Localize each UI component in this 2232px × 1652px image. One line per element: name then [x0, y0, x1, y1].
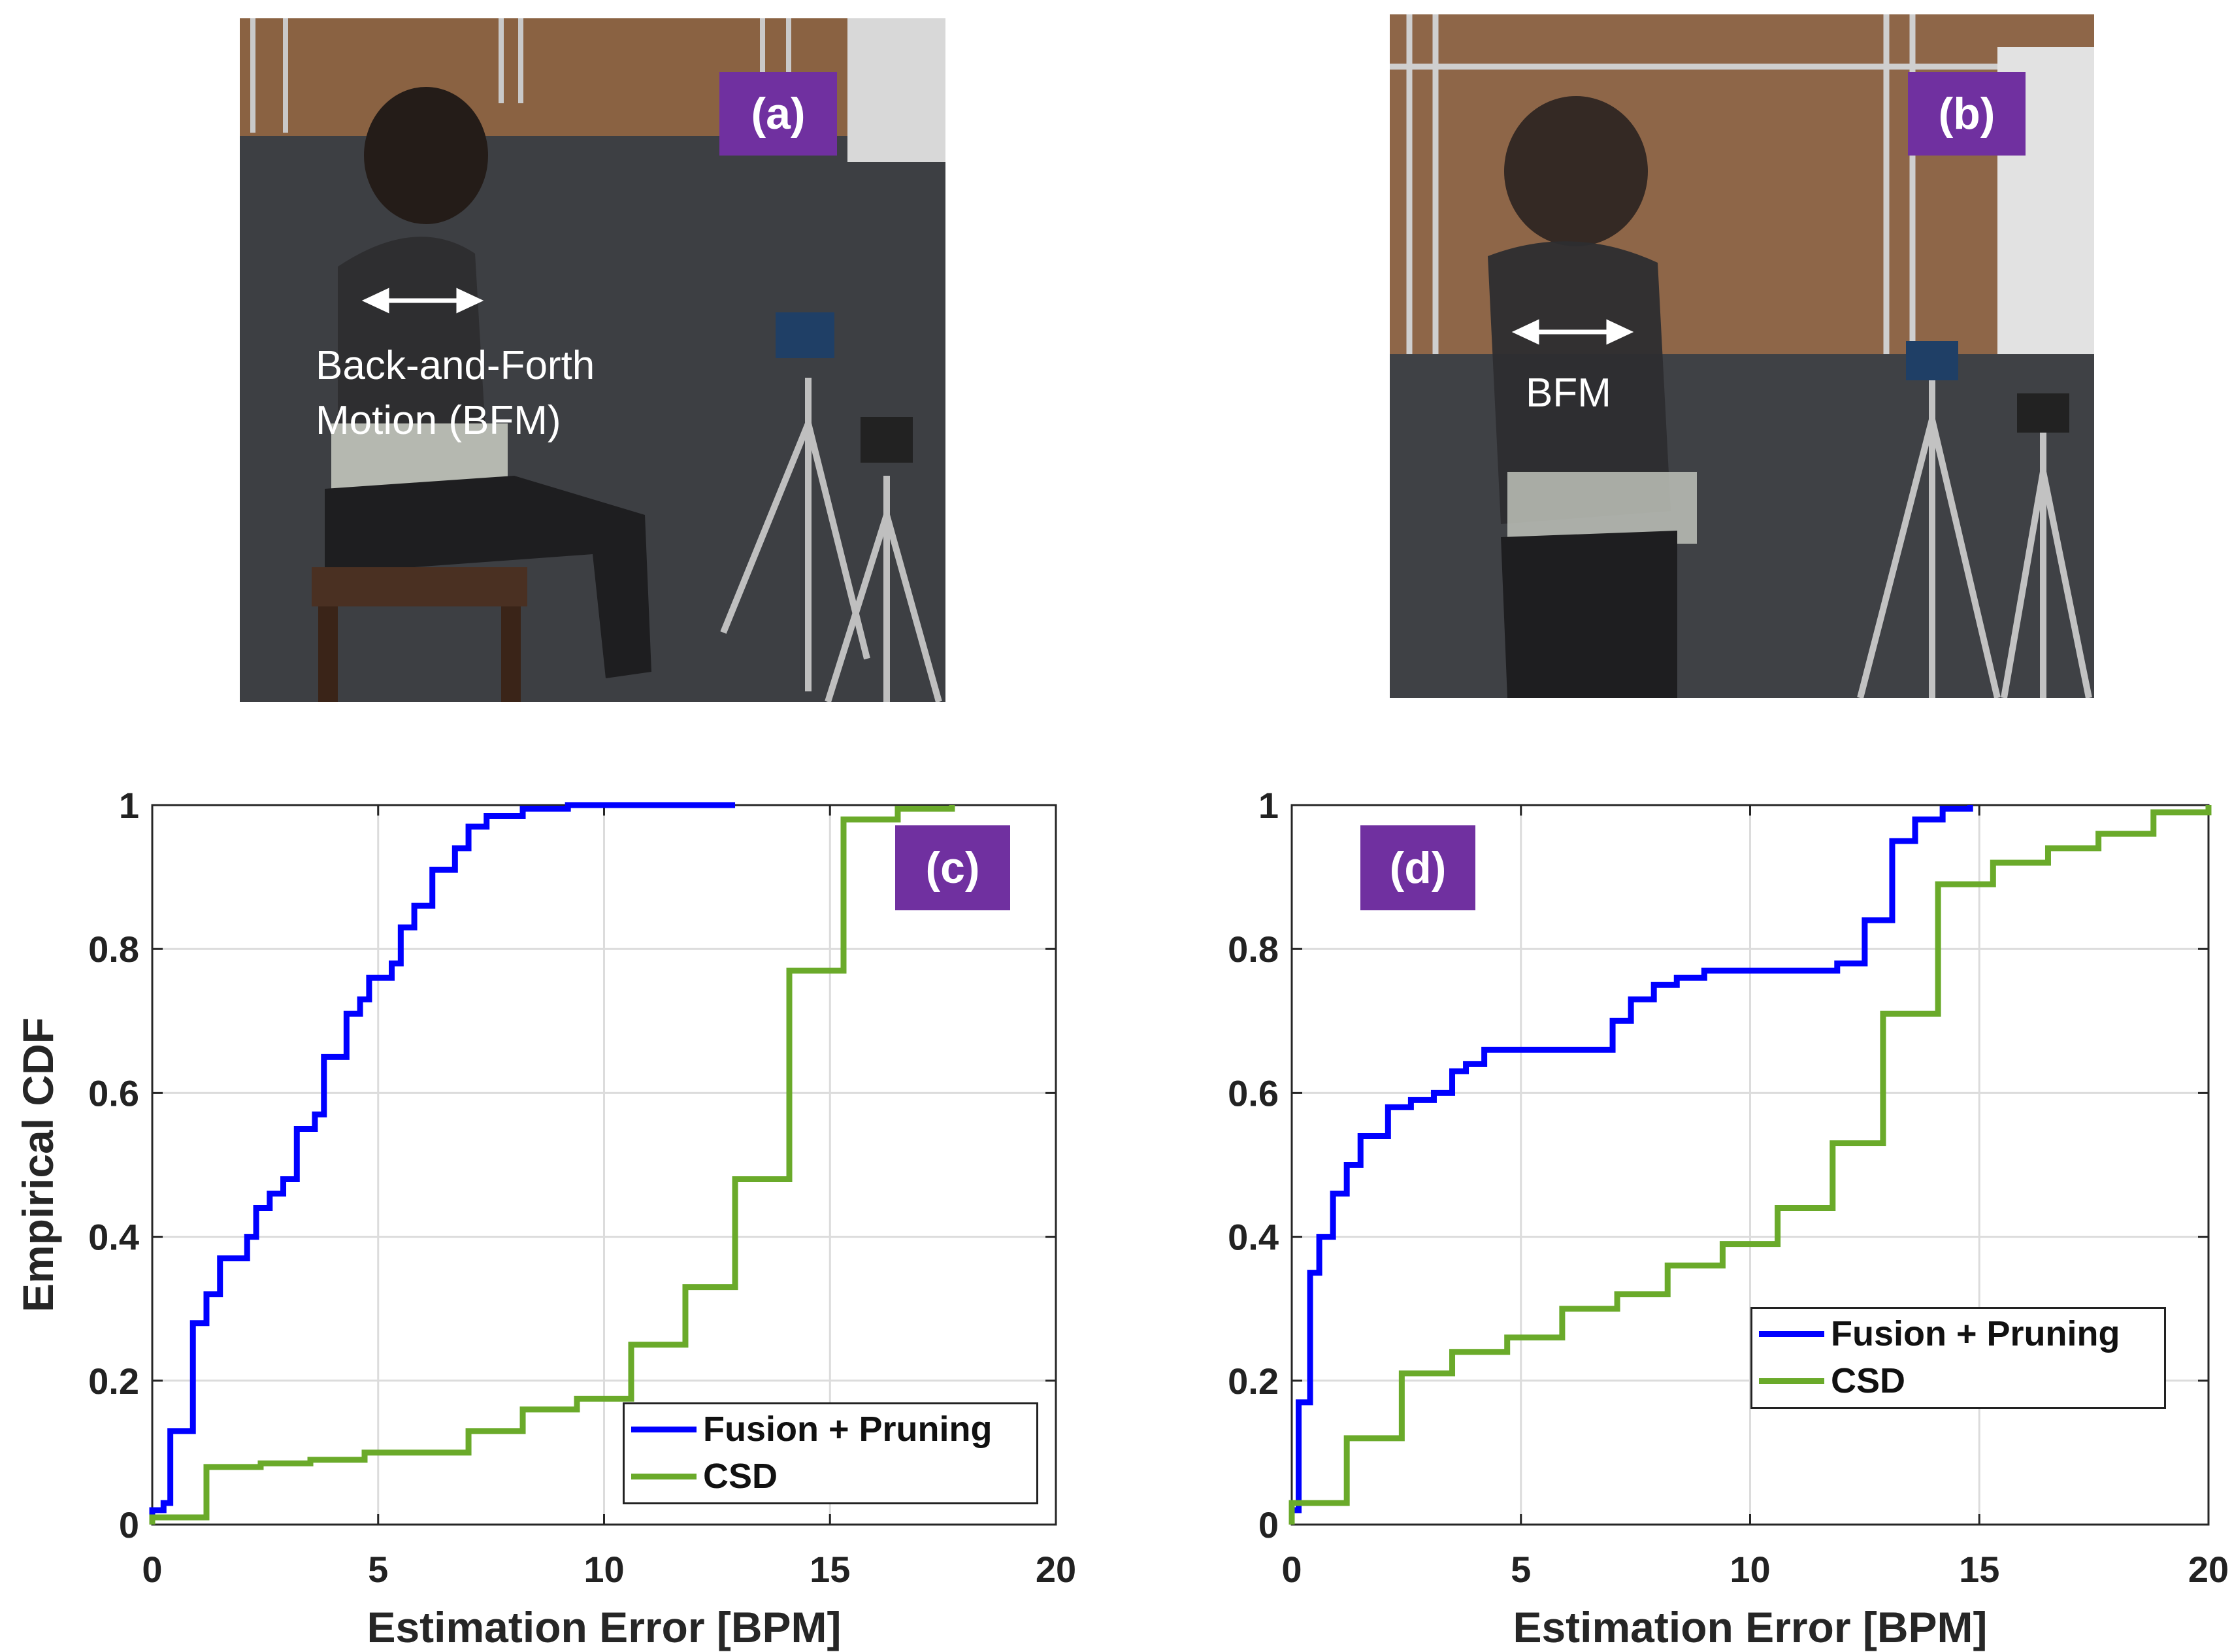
- x-tick-label: 0: [1281, 1549, 1302, 1590]
- legend-swatch-fusion: [1759, 1330, 1824, 1337]
- y-tick-label: 0.6: [88, 1072, 139, 1114]
- panel-badge-c: (c): [895, 825, 1010, 910]
- x-tick-label: 0: [142, 1549, 162, 1590]
- chart-c: 0 5 10 15 20 0 0.2 0.4 0.6 0.8 1 Estimation Error […: [14, 785, 1076, 1651]
- x-tick-label: 5: [368, 1549, 388, 1590]
- legend-label-fusion: Fusion + Pruning: [1831, 1314, 2120, 1353]
- x-tick-label: 20: [2188, 1549, 2229, 1590]
- y-tick-label: 0: [1258, 1504, 1279, 1545]
- y-tick-label: 0.8: [1228, 929, 1279, 970]
- x-tick-label: 10: [583, 1549, 624, 1590]
- y-tick-label: 1: [119, 785, 139, 826]
- series-line-csd: [1288, 805, 2212, 1525]
- photo-a-annotation: Back-and-Forth Motion (BFM): [316, 339, 595, 448]
- legend-label-csd: CSD: [1831, 1361, 1906, 1400]
- photo-standing-subject: [1390, 14, 2094, 698]
- y-tick-label: 0.4: [88, 1217, 139, 1258]
- panel-badge-d: (d): [1360, 825, 1475, 910]
- x-tick-label: 15: [1959, 1549, 1999, 1590]
- series-line-fusion-pruning: [149, 802, 736, 1525]
- legend-swatch-csd: [1759, 1378, 1824, 1384]
- series-line-fusion-pruning: [1288, 805, 1973, 1525]
- legend-c: Fusion + Pruning CSD: [623, 1402, 1038, 1504]
- legend-entry-csd: CSD: [1759, 1361, 1905, 1400]
- legend-swatch-csd: [631, 1473, 697, 1479]
- legend-entry-csd: CSD: [631, 1457, 778, 1496]
- annotation-line-1: Back-and-Forth: [316, 343, 595, 388]
- x-axis-label: Estimation Error [BPM]: [367, 1603, 841, 1651]
- legend-label-fusion: Fusion + Pruning: [703, 1410, 993, 1449]
- y-tick-label: 0.2: [1228, 1361, 1279, 1402]
- y-tick-label: 1: [1258, 785, 1279, 826]
- series-line-csd: [149, 805, 955, 1525]
- photo-b-annotation: BFM: [1526, 371, 1611, 416]
- legend-label-csd: CSD: [703, 1457, 778, 1496]
- chart-d: 0 5 10 15 20 0 0.2 0.4 0.6 0.8 1 Estimation Error […: [1228, 785, 2229, 1651]
- legend-entry-fusion: Fusion + Pruning: [631, 1410, 993, 1449]
- photo-seated-subject: [240, 18, 945, 702]
- y-tick-label: 0.2: [88, 1361, 139, 1402]
- x-tick-label: 10: [1730, 1549, 1770, 1590]
- x-tick-label: 20: [1036, 1549, 1076, 1590]
- y-tick-label: 0.8: [88, 929, 139, 970]
- legend-d: Fusion + Pruning CSD: [1750, 1307, 2166, 1409]
- legend-swatch-fusion: [631, 1426, 697, 1432]
- y-axis-label: Empirical CDF: [14, 1017, 62, 1312]
- x-axis-label: Estimation Error [BPM]: [1513, 1603, 1987, 1651]
- y-tick-label: 0.4: [1228, 1217, 1279, 1258]
- panel-badge-a: (a): [719, 72, 837, 156]
- y-tick-label: 0.6: [1228, 1072, 1279, 1114]
- legend-entry-fusion: Fusion + Pruning: [1759, 1314, 2120, 1353]
- annotation-line-2: Motion (BFM): [316, 398, 561, 443]
- x-tick-label: 5: [1511, 1549, 1531, 1590]
- x-tick-label: 15: [810, 1549, 850, 1590]
- panel-badge-b: (b): [1908, 72, 2026, 156]
- y-tick-label: 0: [119, 1504, 139, 1545]
